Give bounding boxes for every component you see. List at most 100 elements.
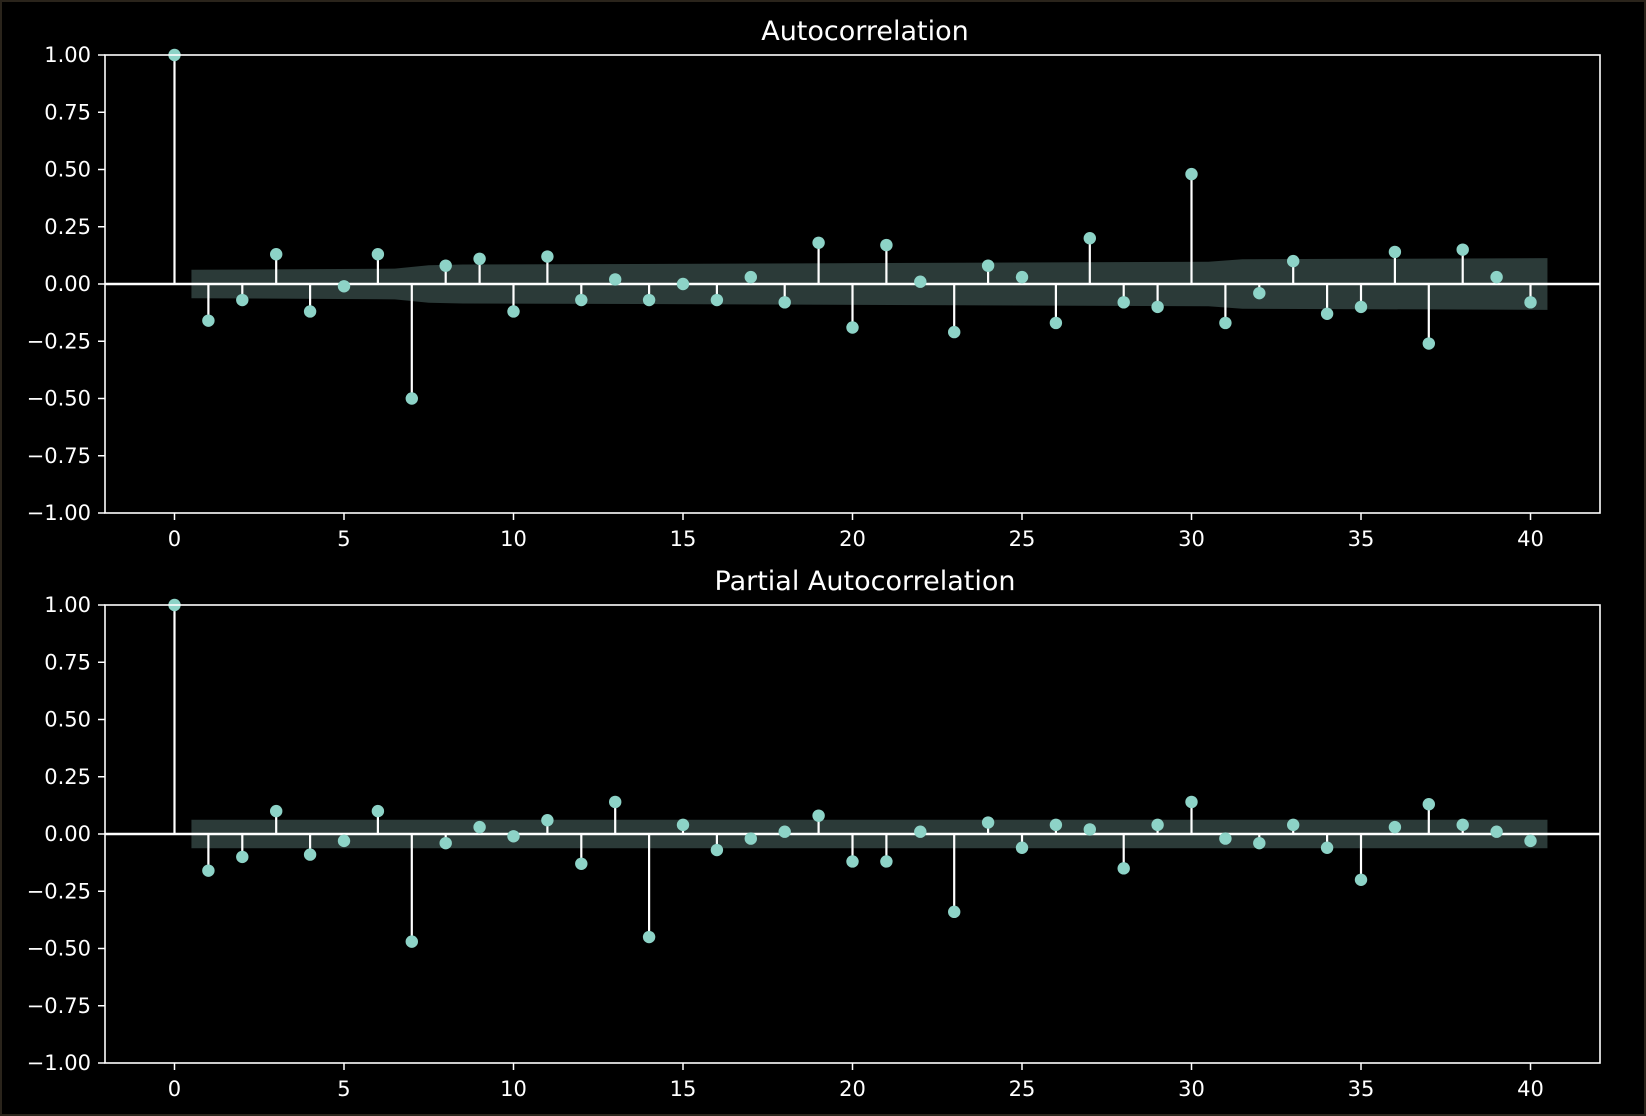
marker-lag-31 <box>1219 316 1232 330</box>
x-tick-label: 0 <box>168 527 181 551</box>
marker-lag-28 <box>1117 296 1130 309</box>
partial-autocorrelation-panel: Partial Autocorrelation 0 5 10 15 20 25 30 35 40… <box>27 566 1601 1101</box>
marker-lag-17 <box>744 270 757 284</box>
marker-lag-10 <box>507 830 520 843</box>
x-tick-label: 5 <box>337 527 350 551</box>
marker-lag-14 <box>642 293 656 307</box>
marker-lag-1 <box>202 864 215 877</box>
marker-lag-28 <box>1117 862 1130 875</box>
marker-lag-2 <box>236 850 249 864</box>
x-tick-label: 0 <box>168 1077 181 1101</box>
chart-title: Autocorrelation <box>761 16 969 47</box>
marker-lag-21 <box>880 855 893 868</box>
y-tick-label: −0.25 <box>27 879 91 903</box>
x-tick-label: 15 <box>670 1077 697 1101</box>
marker-lag-34 <box>1320 307 1334 320</box>
marker-lag-19 <box>812 809 825 822</box>
y-tick-label: 0.25 <box>44 765 91 789</box>
y-tick-label: 0.75 <box>44 100 91 124</box>
marker-lag-36 <box>1388 245 1402 259</box>
marker-lag-40 <box>1524 296 1537 309</box>
marker-lag-26 <box>1049 818 1063 832</box>
x-tick-label: 20 <box>839 527 866 551</box>
marker-lag-23 <box>948 905 961 919</box>
marker-lag-13 <box>608 273 622 286</box>
marker-lag-1 <box>202 314 215 327</box>
marker-lag-25 <box>1015 841 1029 854</box>
x-tick-label: 30 <box>1178 1077 1205 1101</box>
marker-lag-8 <box>439 836 452 850</box>
y-tick-label: −1.00 <box>27 1051 91 1075</box>
marker-lag-5 <box>337 834 351 848</box>
x-tick-label: 20 <box>839 1077 866 1101</box>
marker-lag-6 <box>371 804 385 818</box>
marker-lag-3 <box>269 804 283 818</box>
marker-lag-7 <box>405 392 418 405</box>
x-tick-label: 35 <box>1348 1077 1375 1101</box>
x-tick-label: 10 <box>500 527 527 551</box>
marker-lag-35 <box>1354 873 1368 886</box>
marker-lag-31 <box>1219 832 1232 845</box>
x-tick-label: 25 <box>1009 1077 1036 1101</box>
marker-lag-22 <box>914 275 927 288</box>
marker-lag-27 <box>1083 823 1097 836</box>
marker-lag-4 <box>303 305 317 318</box>
marker-lag-23 <box>948 325 961 339</box>
y-tick-label: 0.25 <box>44 215 91 239</box>
marker-lag-5 <box>337 280 351 293</box>
y-tick-label: −0.25 <box>27 329 91 353</box>
marker-lag-32 <box>1253 286 1266 300</box>
x-tick-label: 40 <box>1517 527 1544 551</box>
marker-lag-6 <box>371 248 385 261</box>
marker-lag-11 <box>541 814 554 827</box>
marker-lag-21 <box>880 238 893 252</box>
marker-lag-7 <box>405 935 418 948</box>
marker-lag-15 <box>676 277 690 291</box>
x-tick-label: 25 <box>1009 527 1036 551</box>
marker-lag-39 <box>1490 270 1503 284</box>
marker-lag-29 <box>1151 818 1164 832</box>
marker-lag-17 <box>744 832 757 845</box>
marker-lag-38 <box>1456 243 1469 256</box>
marker-lag-35 <box>1354 300 1368 314</box>
y-tick-label: 0.75 <box>44 650 91 674</box>
marker-lag-4 <box>303 848 317 861</box>
marker-lag-19 <box>812 236 825 249</box>
marker-lag-36 <box>1388 820 1402 834</box>
marker-lag-11 <box>541 250 554 263</box>
marker-lag-20 <box>846 855 859 868</box>
marker-lag-38 <box>1456 818 1469 832</box>
autocorrelation-panel: Autocorrelation 0 5 10 15 20 25 30 35 40 1.00 0.75… <box>27 16 1601 551</box>
marker-lag-16 <box>710 843 724 857</box>
chart-title: Partial Autocorrelation <box>715 566 1016 597</box>
marker-lag-3 <box>269 248 283 261</box>
x-tick-label: 35 <box>1348 527 1375 551</box>
marker-lag-30 <box>1185 167 1198 181</box>
marker-lag-20 <box>846 321 859 334</box>
marker-lag-18 <box>778 296 791 309</box>
marker-lag-12 <box>575 857 588 870</box>
marker-lag-24 <box>981 259 995 272</box>
x-tick-label: 40 <box>1517 1077 1544 1101</box>
marker-lag-29 <box>1151 300 1164 314</box>
y-tick-label: 0.00 <box>44 272 91 296</box>
marker-lag-14 <box>642 930 656 944</box>
marker-lag-10 <box>507 305 520 318</box>
marker-lag-24 <box>981 816 995 829</box>
y-tick-label: −0.50 <box>27 937 91 961</box>
marker-lag-37 <box>1422 798 1436 811</box>
x-tick-label: 5 <box>337 1077 350 1101</box>
marker-lag-13 <box>608 795 622 809</box>
y-tick-label: 1.00 <box>44 43 91 67</box>
marker-lag-30 <box>1185 795 1198 809</box>
marker-lag-9 <box>473 252 486 266</box>
x-tick-label: 30 <box>1178 527 1205 551</box>
marker-lag-22 <box>914 825 927 838</box>
y-tick-label: −1.00 <box>27 501 91 525</box>
y-tick-label: −0.75 <box>27 444 91 468</box>
x-tick-label: 10 <box>500 1077 527 1101</box>
marker-lag-26 <box>1049 316 1063 330</box>
marker-lag-18 <box>778 825 791 838</box>
